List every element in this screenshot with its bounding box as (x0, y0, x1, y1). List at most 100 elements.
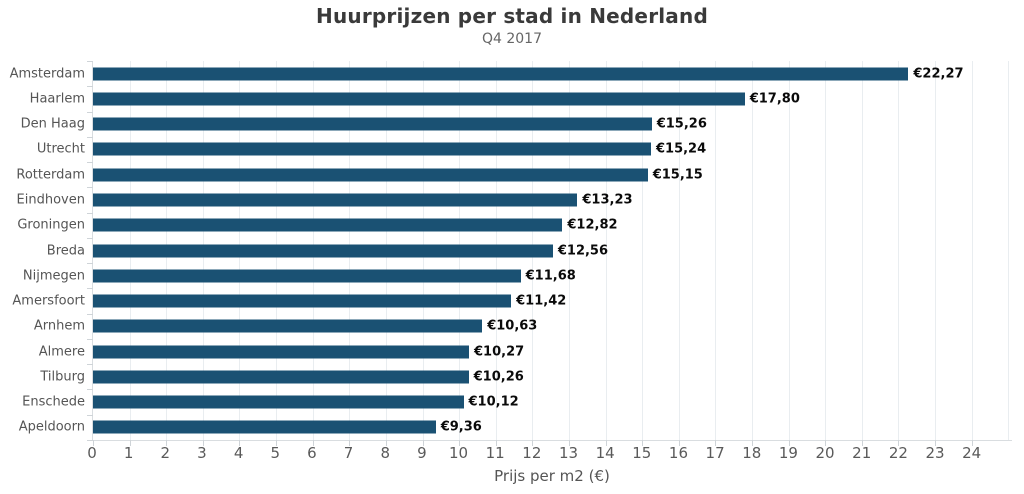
value-label: €11,42 (516, 293, 567, 309)
value-label: €9,36 (440, 419, 482, 435)
bar-tilburg (93, 370, 469, 384)
x-axis-tick-label: 3 (197, 444, 207, 462)
x-axis-tick-label: 10 (448, 444, 469, 462)
x-axis-tickmark (861, 440, 863, 446)
x-axis-tickmark (752, 440, 754, 446)
gridline (898, 61, 900, 440)
value-label: €17,80 (749, 91, 800, 107)
x-axis-tick-label: 8 (380, 444, 390, 462)
gridline (1008, 61, 1010, 440)
chart-header: Huurprijzen per stad in Nederland Q4 201… (0, 4, 1024, 47)
plot-area: Amsterdam €22,27 Haarlem €17,80 Den Haag €15,… (10, 61, 1012, 446)
category-label: Tilburg (40, 369, 85, 385)
x-axis-tick-label: 18 (742, 444, 762, 462)
x-axis-tickmark (93, 440, 94, 446)
x-axis-tickmark (276, 440, 278, 446)
bar-haarlem (93, 92, 745, 106)
value-label: €15,15 (652, 167, 703, 183)
gridline (678, 61, 680, 440)
bar-nijmegen (93, 269, 521, 283)
value-label: €10,26 (473, 369, 524, 385)
x-axis-tickmark (532, 440, 534, 446)
value-label: €15,26 (656, 116, 707, 132)
x-axis-tickmark (239, 440, 241, 446)
bar-amsterdam (93, 67, 909, 81)
x-axis-tick-label: 21 (852, 444, 872, 462)
bar-amersfoort (93, 294, 512, 308)
x-axis-tick-label: 1 (123, 444, 134, 462)
x-axis-tickmark (642, 440, 644, 446)
gridline (788, 61, 790, 440)
category-label: Den Haag (20, 116, 85, 132)
x-axis-tick-label: 16 (668, 444, 688, 462)
category-label: Groningen (17, 217, 85, 233)
y-axis-tick (87, 338, 93, 340)
x-axis-title: Prijs per m2 (€) (494, 467, 610, 485)
gridline (715, 61, 717, 440)
category-label: Arnhem (33, 318, 85, 334)
chart-subtitle: Q4 2017 (481, 31, 542, 47)
y-axis-tick (87, 237, 93, 239)
x-axis-tick-label: 14 (595, 444, 615, 462)
x-axis-tick-label: 22 (888, 444, 908, 462)
x-axis-tick-label: 24 (962, 444, 982, 462)
x-axis-tickmark (422, 440, 424, 446)
category-label: Enschede (22, 394, 85, 410)
y-axis-tick (87, 389, 93, 391)
category-label: Almere (38, 344, 85, 360)
value-label: €10,27 (474, 344, 525, 360)
y-axis-tick (87, 414, 93, 416)
value-label: €10,12 (468, 394, 519, 410)
category-label: Apeldoorn (18, 419, 85, 435)
category-label: Rotterdam (16, 167, 85, 183)
bar-rotterdam (93, 168, 648, 182)
x-axis-tick-label: 13 (558, 444, 579, 462)
x-axis: 0 1 2 3 4 5 6 7 8 9 10 11 12 13 14 15 16 17 18 19 20 21 22 23 24 (87, 444, 1012, 462)
gridline (568, 61, 570, 440)
y-axis-tick (87, 162, 93, 164)
bar-almere (93, 345, 470, 359)
x-axis-tickmark (678, 440, 680, 446)
x-axis-tick-label: 9 (417, 444, 427, 462)
value-label: €10,63 (487, 318, 538, 334)
y-axis-tick (87, 61, 93, 62)
y-axis-tick (87, 364, 93, 366)
x-axis-tick-label: 12 (522, 444, 542, 462)
category-label: Eindhoven (16, 192, 85, 208)
x-axis-tick-label: 6 (307, 444, 317, 462)
x-axis-tick-label: 20 (815, 444, 835, 462)
x-axis-tickmark (715, 440, 717, 446)
x-axis-tickmark (568, 440, 570, 446)
y-axis-tick (87, 111, 93, 113)
x-axis-tick-label: 15 (632, 444, 652, 462)
category-label: Amsterdam (9, 66, 85, 82)
x-axis-tickmark (312, 440, 314, 446)
x-axis-tick-label: 11 (485, 444, 505, 462)
gridline (752, 61, 754, 440)
category-label: Amersfoort (12, 293, 85, 309)
category-label: Haarlem (29, 91, 85, 107)
bar-utrecht (93, 142, 651, 156)
bar-eindhoven (93, 193, 578, 207)
x-axis-tickmark (788, 440, 790, 446)
x-axis-tick-label: 0 (87, 444, 97, 462)
gridline (971, 61, 973, 440)
gridline (861, 61, 863, 440)
value-label: €12,82 (567, 217, 618, 233)
x-axis-tickmark (349, 440, 351, 446)
value-label: €12,56 (557, 243, 609, 258)
x-axis-tickmark (898, 440, 900, 446)
x-axis-tick-label: 17 (705, 444, 725, 462)
bar-enschede (93, 395, 464, 409)
x-axis-tickmark (495, 440, 497, 446)
x-axis-tickmark (166, 440, 168, 446)
gridline (605, 61, 607, 440)
y-axis-tick (87, 136, 93, 138)
x-axis-tickmark (935, 440, 937, 446)
bar-apeldoorn (93, 420, 436, 434)
gridline (642, 61, 644, 440)
x-axis-tick-label: 23 (925, 444, 945, 462)
y-axis-tick (87, 288, 93, 290)
value-label: €11,68 (525, 268, 576, 284)
x-axis-tickmark (202, 440, 204, 446)
